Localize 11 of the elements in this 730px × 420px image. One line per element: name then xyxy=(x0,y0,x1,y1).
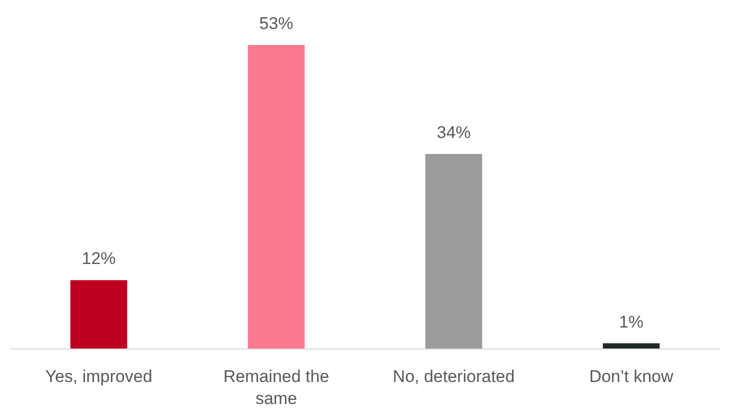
data-label: 12% xyxy=(82,249,116,268)
x-tick-label: Yes, improved xyxy=(45,367,152,386)
x-tick-label: No, deteriorated xyxy=(392,367,515,386)
x-tick-label: Don’t know xyxy=(589,367,674,386)
bar xyxy=(70,280,128,349)
data-label: 34% xyxy=(436,122,471,142)
data-label: 1% xyxy=(618,312,644,332)
bar xyxy=(248,45,305,349)
bar xyxy=(425,154,482,349)
data-label: 53% xyxy=(259,14,294,33)
x-tick-label: Remained the same xyxy=(223,367,330,408)
